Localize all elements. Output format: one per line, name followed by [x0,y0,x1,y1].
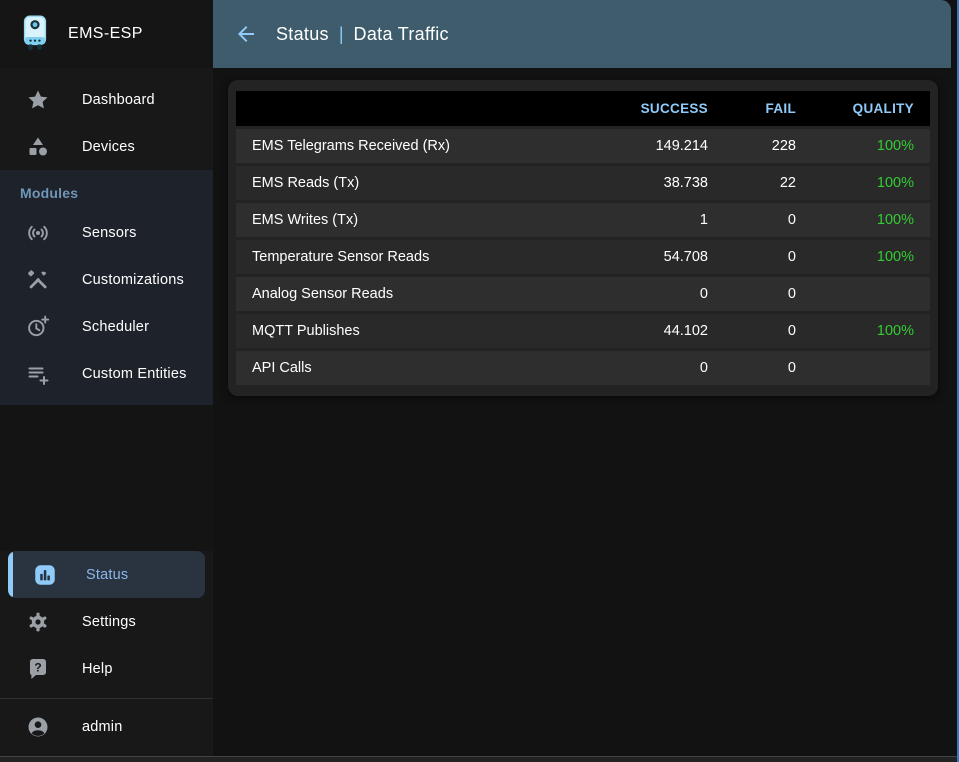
back-button[interactable] [228,16,264,52]
help-icon: ? [26,657,50,681]
title-separator: | [338,23,344,44]
data-traffic-card: SUCCESS FAIL QUALITY EMS Telegrams Recei… [228,80,938,396]
sidebar-item-custom-entities[interactable]: Custom Entities [0,350,213,397]
row-label: EMS Writes (Tx) [236,203,602,237]
app-title: EMS-ESP [68,25,143,42]
table-row: API Calls 0 0 [236,351,930,385]
page-title: Status | Data Traffic [276,24,449,45]
sidebar: EMS-ESP Dashboard Devices [0,0,213,756]
row-fail-value: 0 [724,314,812,348]
row-fail-value: 228 [724,129,812,163]
row-fail-value: 0 [724,203,812,237]
row-label: API Calls [236,351,602,385]
sidebar-item-label: Status [86,566,129,583]
star-icon [26,88,50,112]
row-label: Analog Sensor Reads [236,277,602,311]
row-success-value: 149.214 [602,129,724,163]
sidebar-item-label: Sensors [82,224,137,241]
app-bar: Status | Data Traffic [213,0,951,68]
row-label: MQTT Publishes [236,314,602,348]
sidebar-nav-bottom: Status Set [0,551,213,756]
table-row: EMS Reads (Tx) 38.738 22 100% [236,166,930,200]
row-quality-value [812,351,930,385]
sidebar-item-sensors[interactable]: Sensors [0,209,213,256]
sidebar-user-label: admin [82,718,123,735]
main-area: Status | Data Traffic SUCCESS [213,0,957,756]
gear-icon [26,610,50,634]
sidebar-nav-top: Dashboard Devices [0,68,213,170]
row-success-value: 44.102 [602,314,724,348]
table-header: SUCCESS FAIL QUALITY [236,91,930,126]
account-icon [26,715,50,739]
row-label: EMS Telegrams Received (Rx) [236,129,602,163]
sidebar-spacer [0,405,213,551]
row-success-value: 54.708 [602,240,724,274]
sidebar-item-label: Customizations [82,271,184,288]
row-fail-value: 22 [724,166,812,200]
construction-icon [26,268,50,292]
row-quality-value: 100% [812,240,930,274]
sidebar-modules-section: Modules Sensors [0,170,213,405]
title-section: Status [276,23,329,44]
table-row: EMS Telegrams Received (Rx) 149.214 228 … [236,129,930,163]
table-body: EMS Telegrams Received (Rx) 149.214 228 … [236,129,930,385]
row-success-value: 0 [602,351,724,385]
sidebar-header: EMS-ESP [0,0,213,68]
row-quality-value: 100% [812,203,930,237]
row-quality-value: 100% [812,314,930,348]
column-header-fail: FAIL [724,91,812,126]
sidebar-item-devices[interactable]: Devices [0,123,213,170]
table-row: EMS Writes (Tx) 1 0 100% [236,203,930,237]
sidebar-item-admin[interactable]: admin [0,699,213,754]
row-label: Temperature Sensor Reads [236,240,602,274]
column-header-quality: QUALITY [812,91,930,126]
more-time-icon [26,315,50,339]
window-edge-bottom [0,756,957,762]
sidebar-item-label: Help [82,660,113,677]
sidebar-item-label: Dashboard [82,91,155,108]
sidebar-item-label: Custom Entities [82,365,187,382]
table-row: Analog Sensor Reads 0 0 [236,277,930,311]
table-row: MQTT Publishes 44.102 0 100% [236,314,930,348]
row-quality-value: 100% [812,166,930,200]
playlist-add-icon [26,362,50,386]
table-row: Temperature Sensor Reads 54.708 0 100% [236,240,930,274]
title-page: Data Traffic [353,23,449,44]
row-label: EMS Reads (Tx) [236,166,602,200]
row-quality-value: 100% [812,129,930,163]
column-header-blank [236,91,602,126]
sidebar-item-settings[interactable]: Settings [0,598,213,645]
sidebar-item-help[interactable]: ? Help [0,645,213,692]
sidebar-item-dashboard[interactable]: Dashboard [0,76,213,123]
analytics-icon [32,562,58,588]
modules-section-label: Modules [20,185,79,201]
svg-text:?: ? [34,660,41,674]
sidebar-item-scheduler[interactable]: Scheduler [0,303,213,350]
sidebar-divider [0,698,213,699]
content-area: SUCCESS FAIL QUALITY EMS Telegrams Recei… [213,68,951,756]
row-fail-value: 0 [724,240,812,274]
sidebar-item-label: Settings [82,613,136,630]
boiler-logo-icon [17,14,53,54]
row-success-value: 1 [602,203,724,237]
row-quality-value [812,277,930,311]
arrow-back-icon [234,22,258,46]
column-header-success: SUCCESS [602,91,724,126]
sensors-icon [26,221,50,245]
sidebar-item-label: Scheduler [82,318,150,335]
row-success-value: 38.738 [602,166,724,200]
sidebar-item-status[interactable]: Status [8,551,205,598]
row-fail-value: 0 [724,351,812,385]
sidebar-item-label: Devices [82,138,135,155]
row-fail-value: 0 [724,277,812,311]
row-success-value: 0 [602,277,724,311]
category-icon [26,135,50,159]
data-traffic-table: SUCCESS FAIL QUALITY EMS Telegrams Recei… [236,88,930,388]
sidebar-item-customizations[interactable]: Customizations [0,256,213,303]
